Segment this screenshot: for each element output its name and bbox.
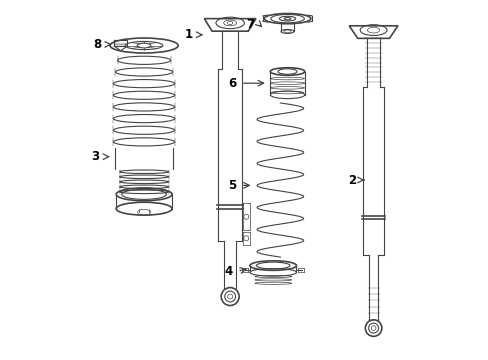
- Text: 3: 3: [91, 150, 100, 163]
- Text: 4: 4: [224, 265, 232, 278]
- Text: 5: 5: [227, 179, 236, 192]
- Text: 8: 8: [93, 38, 102, 51]
- Text: 1: 1: [184, 28, 193, 41]
- Text: 2: 2: [347, 174, 355, 186]
- Text: 6: 6: [227, 77, 236, 90]
- Text: 7: 7: [245, 18, 253, 31]
